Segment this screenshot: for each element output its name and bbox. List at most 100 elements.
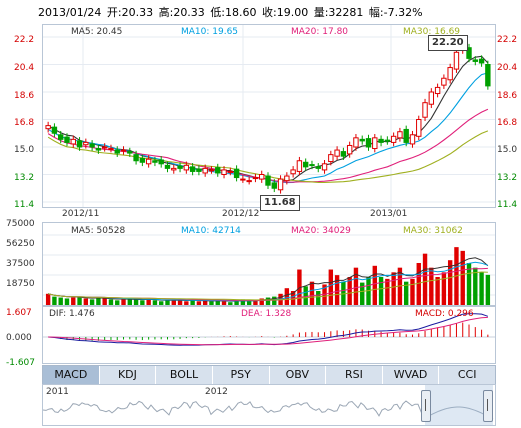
volume-ma30-line [47,271,488,301]
volume-bar [341,281,346,305]
volume-bar [215,300,220,305]
volume-bar [353,267,359,305]
price-y-tick: 18.6 [497,91,518,101]
navigator-left-handle[interactable] [421,390,431,422]
volume-y-tick: 37500 [6,259,35,269]
volume-panel: MA5: 50528 MA10: 42714 MA20: 34029 MA30:… [42,222,496,306]
range-navigator[interactable]: 2011 2012 [42,384,496,426]
tab-psy[interactable]: PSY [213,366,270,384]
price-candle-body [64,136,70,143]
price-candle-body [447,67,453,81]
volume-bar [202,300,208,305]
tab-boll[interactable]: BOLL [156,366,213,384]
macd-y-tick: 0.000 [6,333,32,343]
price-candle-body [265,175,271,186]
price-y-tick: 20.4 [14,63,35,73]
tab-kdj[interactable]: KDJ [100,366,157,384]
volume-bar [334,275,340,305]
volume-bar [184,301,189,305]
volume-bar [45,293,51,305]
quote-high: 高:20.33 [158,6,205,19]
volume-bar [171,299,176,305]
price-y-tick: 22.2 [14,35,35,45]
volume-bar [410,278,415,305]
price-y-tick: 15.0 [497,145,518,155]
navigator-label-2011: 2011 [46,387,69,397]
tab-macd[interactable]: MACD [43,366,100,384]
price-candle-body [76,140,83,148]
macd-y-tick: -1.607 [6,358,36,368]
quote-open: 开:20.33 [106,6,154,19]
tab-wvad[interactable]: WVAD [383,366,440,384]
price-candle-body [397,131,403,139]
price-candle-body [108,148,114,151]
x-tick-2012-11: 2012/11 [62,209,100,219]
volume-ma10-label: MA10: 42714 [181,226,241,236]
price-ma30-label: MA30: 16.69 [403,27,461,37]
price-candle-body [133,154,139,162]
volume-bar [284,288,290,305]
tab-rsi[interactable]: RSI [326,366,383,384]
price-candle-body [240,178,246,181]
price-candle-body [485,64,491,87]
price-candle-body [340,151,347,157]
navigator-history-line [43,400,494,420]
price-candle-body [114,149,120,154]
price-candle-body [321,163,328,171]
indicator-tabs: MACD KDJ BOLL PSY OBV RSI WVAD CCI [42,365,496,385]
volume-bar [290,291,296,305]
price-candle-body [309,164,315,167]
price-candle-body [390,135,397,143]
volume-bar [196,301,202,305]
volume-bar [347,277,352,305]
volume-bar [108,299,114,305]
volume-bar [83,298,89,305]
price-y-tick: 22.2 [497,35,518,45]
volume-bar [89,299,95,305]
volume-bar [58,297,63,305]
price-candle-body [328,154,334,163]
macd-dea-label: DEA: 1.328 [241,309,292,319]
volume-bar [253,300,258,305]
price-panel: MA5: 20.45 MA10: 19.65 MA20: 17.80 MA30:… [42,24,496,208]
volume-bar [297,269,302,305]
volume-bar [152,300,158,305]
macd-chart [43,313,495,346]
price-y-tick: 15.0 [14,145,35,155]
macd-value-label: MACD: 0.296 [415,309,474,319]
price-candle-body [139,157,146,163]
macd-dif-label: DIF: 1.476 [49,309,95,319]
price-y-tick: 11.4 [497,200,518,210]
volume-bar [328,269,334,305]
price-ma5-label: MA5: 20.45 [71,27,123,37]
quote-header: 2013/01/24 开:20.33 高:20.33 低:18.60 收:19.… [38,4,425,20]
volume-bar [447,260,453,305]
navigator-right-handle[interactable] [483,390,493,422]
quote-volume: 量:32281 [313,6,364,19]
volume-chart [43,234,495,305]
price-candle-body [51,126,58,134]
volume-y-tick: 18750 [6,279,35,289]
price-candle-body [378,138,384,143]
tab-cci[interactable]: CCI [457,368,477,381]
volume-bar [385,278,390,305]
volume-bar [52,296,57,305]
price-ma5-line [47,55,489,182]
price-candle-body [145,158,152,165]
volume-bar [265,297,271,305]
price-candle-body [208,169,215,172]
price-candle-body [183,164,190,171]
price-candle-body [259,174,265,180]
price-candle-body [372,137,378,150]
navigator-selection[interactable] [425,385,493,425]
volume-bar [391,272,396,305]
price-y-tick: 20.4 [497,63,518,73]
volume-bar [133,299,139,305]
volume-bar [303,286,308,305]
volume-bar [96,297,101,305]
price-candle-body [284,175,290,182]
price-y-tick: 13.2 [14,173,35,183]
volume-bar [429,267,434,305]
price-candle-body [158,159,164,165]
tab-obv[interactable]: OBV [270,366,327,384]
